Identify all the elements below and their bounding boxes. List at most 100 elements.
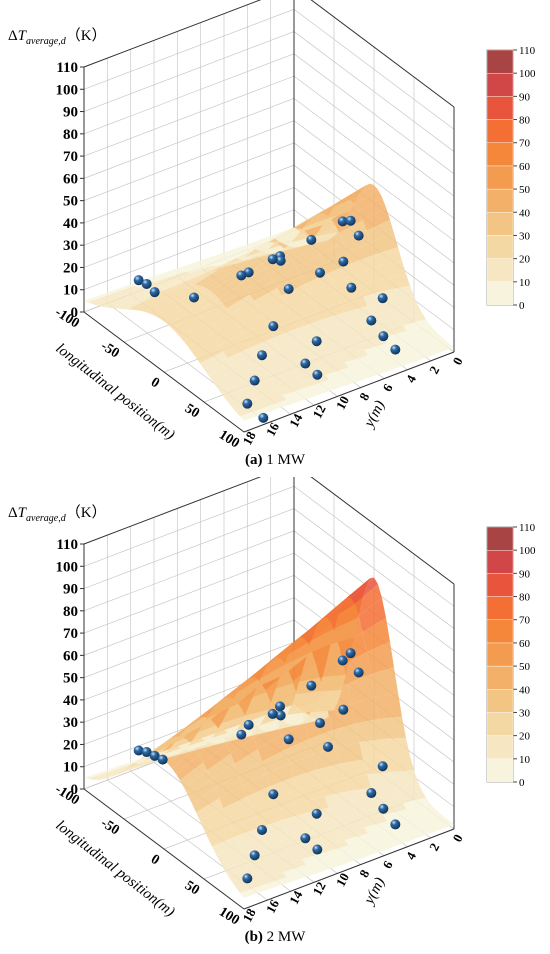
surface-patch (219, 333, 247, 352)
surface-patch (151, 737, 179, 755)
surface-patch (333, 376, 361, 389)
surface-plot-2mw: 0102030405060708090100110-100-5005010002… (8, 477, 536, 928)
colorbar-tick-label: 0 (519, 777, 525, 789)
gridline-z (83, 97, 455, 219)
surface-patch (223, 796, 251, 819)
z-axis-title: ΔTaverage,d（K） (8, 27, 107, 47)
data-point (283, 734, 294, 745)
surface-patch (187, 291, 215, 310)
gridline-z (83, 508, 455, 629)
gridline-z (83, 485, 455, 607)
colorbar-tick-label: 60 (519, 638, 531, 650)
y-tick-label: 8 (356, 390, 373, 403)
surface-patch (364, 343, 392, 356)
surface-patch (332, 274, 360, 294)
data-point (378, 331, 389, 342)
data-point (312, 844, 323, 855)
surface-patch (107, 761, 135, 771)
surface-patch (282, 813, 310, 830)
surface-patch (426, 344, 454, 356)
surface-patch (325, 367, 353, 380)
z-title-var: T (18, 28, 28, 44)
colorbar-tick-label: 90 (519, 568, 531, 580)
surface-patch (360, 815, 388, 828)
surface-patch (403, 830, 431, 842)
surface-patch (372, 830, 400, 843)
surface-patch (344, 355, 372, 368)
surface-patch (380, 838, 408, 851)
surface-patch (306, 710, 334, 719)
surface-patch (394, 305, 422, 319)
colorbar-band (486, 619, 514, 644)
y-tick-label: 12 (309, 879, 328, 898)
surface-patch (217, 715, 245, 731)
surface-patch (254, 287, 282, 308)
surface-patch (198, 270, 226, 287)
surface-patch (278, 859, 306, 873)
surface-patch (344, 306, 372, 322)
surface-patch (281, 284, 309, 304)
surface-patch (220, 382, 248, 397)
surface-patch (123, 288, 151, 298)
colorbar-tick-label: 50 (519, 184, 531, 196)
surface (84, 577, 454, 898)
colorbar-tick-label: 40 (519, 207, 531, 219)
surface-patch (220, 853, 248, 870)
surface-patch (329, 850, 357, 863)
surface-patch (378, 716, 406, 740)
surface-patch (352, 842, 380, 855)
surface-patch (375, 318, 403, 331)
surface-patch (252, 251, 280, 260)
surface-patch (370, 667, 398, 697)
surface-patch (207, 314, 235, 334)
surface-patch (239, 836, 267, 854)
data-point (366, 788, 377, 799)
data-point (133, 275, 144, 286)
surface-patch (287, 702, 315, 715)
y-tick-label: 16 (263, 897, 283, 916)
z-tick-label: 100 (56, 82, 79, 98)
data-point (243, 719, 254, 730)
colorbar-band (486, 549, 514, 574)
colorbar-band (486, 281, 514, 306)
surface-patch (395, 823, 423, 835)
surface-patch (336, 820, 364, 834)
surface-patch (211, 763, 239, 789)
surface-patch (380, 360, 408, 373)
surface-patch (148, 298, 176, 315)
surface-patch (278, 382, 306, 396)
surface-patch (347, 674, 375, 704)
z-tick-label: 10 (63, 283, 78, 299)
colorbar-tick-label: 80 (519, 592, 531, 604)
surface-patch (378, 260, 406, 280)
surface-patch (259, 872, 287, 885)
axis-edge (243, 351, 455, 433)
z-tick-label: 0 (71, 305, 79, 321)
surface-patch (184, 770, 212, 796)
surface-patch (367, 772, 395, 788)
surface-patch (246, 274, 274, 295)
surface-patch (303, 212, 331, 228)
surface-patch (269, 260, 297, 281)
y-tick-label: 2 (426, 364, 442, 377)
y-tick-label: 10 (333, 870, 352, 889)
surface-patch (207, 753, 235, 780)
colorbar-tick-label: 70 (519, 138, 531, 150)
surface-patch (314, 225, 342, 237)
surface-patch (410, 329, 438, 342)
surface-patch (247, 235, 275, 247)
surface-patch (212, 836, 240, 855)
surface-patch (278, 336, 306, 352)
surface-patch (132, 297, 160, 311)
data-point (300, 833, 311, 844)
surface-patch (208, 734, 236, 744)
z-title-main: Δ (8, 28, 18, 44)
z-tick-label: 80 (63, 604, 78, 620)
surface-patch (136, 297, 164, 311)
surface-patch (358, 197, 386, 220)
surface-patch (332, 337, 360, 351)
surface-patch (227, 347, 255, 365)
gridline-z (83, 31, 455, 152)
surface-patch (155, 732, 183, 751)
surface-patch (274, 377, 302, 391)
